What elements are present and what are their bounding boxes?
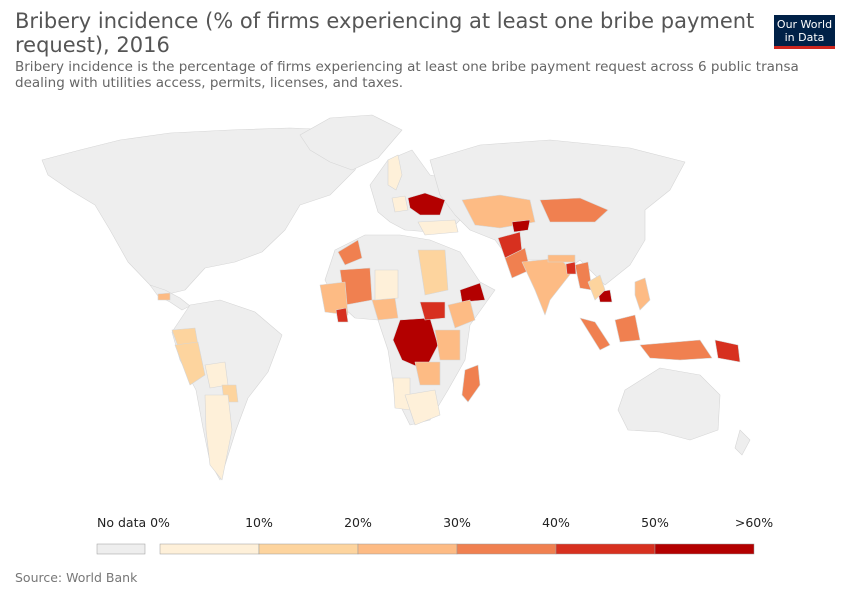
country-argentina[interactable] — [204, 394, 233, 481]
new-zealand-land[interactable] — [734, 429, 751, 456]
chart-subtitle-line1: Bribery incidence is the percentage of f… — [15, 59, 799, 75]
country-indonesia-borneo[interactable] — [614, 314, 641, 343]
legend-tick-label: 10% — [245, 515, 273, 530]
country-ukraine[interactable] — [407, 192, 446, 216]
legend-bin-5[interactable] — [654, 543, 755, 555]
country-kyrgyzstan[interactable] — [511, 219, 531, 233]
chart-subtitle: Bribery incidence is the percentage of f… — [15, 59, 850, 91]
source-note: Source: World Bank — [15, 570, 138, 585]
legend-bin-3[interactable] — [456, 543, 557, 555]
country-madagascar[interactable] — [461, 364, 481, 403]
country-poland[interactable] — [391, 195, 409, 213]
greenland-land[interactable] — [299, 114, 403, 171]
chart-title-line1: Bribery incidence (% of firms experienci… — [15, 9, 755, 33]
legend-tick-label: 20% — [344, 515, 372, 530]
legend-tick-label: 40% — [542, 515, 570, 530]
country-tanzania[interactable] — [434, 329, 461, 361]
country-png[interactable] — [714, 339, 741, 363]
country-liberia[interactable] — [335, 307, 349, 323]
legend-no-data-label: No data — [97, 515, 146, 530]
country-indonesia-east[interactable] — [639, 339, 713, 361]
legend-bin-0[interactable] — [159, 543, 260, 555]
country-honduras[interactable] — [157, 292, 171, 301]
chart-title: Bribery incidence (% of firms experienci… — [15, 9, 765, 57]
world-map — [41, 114, 751, 481]
country-nepal-bhutan[interactable] — [547, 254, 576, 263]
legend-tick-label: 0% — [150, 515, 170, 530]
australia-land[interactable] — [617, 367, 721, 441]
country-thailand-laos[interactable] — [587, 274, 606, 301]
logo-line2: in Data — [784, 31, 825, 44]
logo-line1: Our World — [776, 18, 833, 31]
country-turkey[interactable] — [417, 219, 459, 236]
chart-subtitle-line2: dealing with utilities access, permits, … — [15, 75, 404, 91]
legend-tick-label: 30% — [443, 515, 471, 530]
country-bangladesh[interactable] — [565, 261, 577, 275]
country-sudan[interactable] — [417, 249, 449, 296]
country-mongolia[interactable] — [539, 197, 609, 223]
country-kazakhstan[interactable] — [461, 194, 536, 229]
legend: No data 0% 10% 20% 30% 40% 50% >60% — [96, 515, 773, 555]
country-indonesia-sumatra[interactable] — [579, 317, 611, 351]
legend-no-data-swatch[interactable] — [96, 543, 146, 555]
country-south-africa[interactable] — [404, 389, 441, 426]
country-west-africa[interactable] — [319, 281, 349, 316]
country-chad[interactable] — [374, 269, 399, 301]
north-america-land[interactable] — [41, 127, 366, 297]
country-philippines[interactable] — [634, 277, 651, 311]
legend-bin-1[interactable] — [258, 543, 359, 555]
country-yemen[interactable] — [459, 282, 486, 303]
legend-tick-label: >60% — [735, 515, 773, 530]
country-sweden[interactable] — [387, 154, 403, 191]
country-peru[interactable] — [174, 341, 206, 386]
legend-bin-4[interactable] — [555, 543, 656, 555]
legend-bin-2[interactable] — [357, 543, 458, 555]
owid-logo[interactable]: Our World in Data — [774, 15, 835, 49]
country-ethiopia[interactable] — [447, 299, 476, 329]
legend-tick-label: 50% — [641, 515, 669, 530]
country-south-sudan[interactable] — [419, 301, 446, 321]
country-namibia[interactable] — [392, 377, 411, 411]
country-morocco[interactable] — [337, 239, 363, 266]
chart-title-line2: request), 2016 — [15, 33, 170, 57]
country-india[interactable] — [521, 257, 573, 316]
country-zambia[interactable] — [414, 361, 441, 386]
